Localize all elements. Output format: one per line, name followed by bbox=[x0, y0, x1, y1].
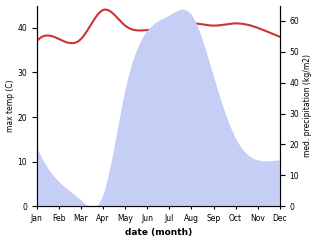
Y-axis label: max temp (C): max temp (C) bbox=[5, 80, 15, 132]
X-axis label: date (month): date (month) bbox=[125, 228, 192, 237]
Y-axis label: med. precipitation (kg/m2): med. precipitation (kg/m2) bbox=[303, 54, 313, 157]
